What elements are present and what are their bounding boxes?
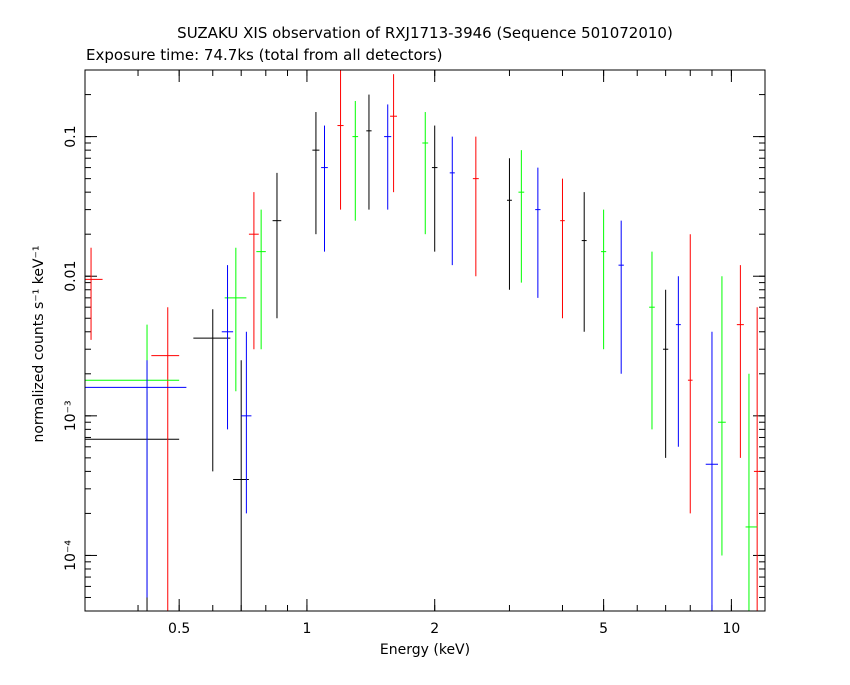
y-tick-label: 10⁻³ — [63, 400, 79, 431]
data-point — [736, 265, 744, 458]
data-point — [85, 324, 180, 472]
x-tick-label: 5 — [599, 621, 608, 637]
data-point — [337, 70, 344, 210]
data-point — [431, 125, 438, 252]
series-1 — [85, 70, 761, 611]
data-point — [390, 74, 398, 193]
data-point — [753, 307, 761, 611]
data-point — [718, 276, 726, 556]
data-point — [352, 100, 359, 221]
y-tick-label: 0.01 — [63, 261, 79, 292]
series-0 — [85, 94, 669, 611]
data-point — [422, 112, 429, 235]
data-point — [618, 220, 624, 374]
data-point — [601, 209, 607, 350]
data-point — [649, 251, 655, 430]
x-tick-label: 0.5 — [168, 621, 190, 637]
data-points — [85, 70, 761, 611]
data-point — [248, 192, 259, 350]
x-tick-label: 1 — [302, 621, 311, 637]
y-axis-label: normalized counts s⁻¹ keV⁻¹ — [31, 245, 47, 442]
data-point — [581, 192, 587, 332]
data-point — [85, 391, 180, 611]
data-point — [745, 373, 758, 611]
data-point — [518, 150, 525, 283]
chart-subtitle: Exposure time: 74.7ks (total from all de… — [86, 46, 442, 64]
data-point — [687, 234, 693, 514]
data-point — [193, 309, 231, 472]
data-point — [506, 158, 512, 290]
data-point — [384, 104, 392, 210]
data-point — [241, 331, 252, 514]
data-point — [321, 125, 328, 252]
series-3 — [85, 104, 719, 611]
data-point — [85, 360, 187, 598]
data-point — [560, 178, 565, 319]
data-point — [449, 136, 455, 266]
x-tick-label: 2 — [430, 621, 439, 637]
data-point — [256, 209, 266, 350]
data-point — [272, 172, 282, 319]
data-point — [85, 247, 103, 340]
data-point — [312, 112, 320, 235]
x-axis-label: Energy (keV) — [380, 642, 470, 658]
data-point — [662, 289, 669, 458]
x-tick-label: 10 — [722, 621, 740, 637]
plot-frame — [84, 69, 766, 612]
data-point — [705, 331, 719, 611]
chart-title: SUZAKU XIS observation of RXJ1713-3946 (… — [177, 24, 673, 42]
axis-ticks: 0.5 1 2 5 10 10⁻⁴ 10⁻³ 0.01 0.1 — [63, 70, 765, 637]
data-point — [535, 167, 541, 298]
data-point — [366, 94, 372, 210]
y-tick-label: 10⁻⁴ — [63, 540, 79, 571]
data-point — [151, 307, 180, 611]
data-point — [675, 276, 681, 447]
data-point — [472, 136, 479, 277]
data-point — [224, 247, 247, 392]
series-2 — [85, 100, 758, 611]
y-tick-label: 0.1 — [63, 125, 79, 147]
data-point — [221, 265, 234, 430]
